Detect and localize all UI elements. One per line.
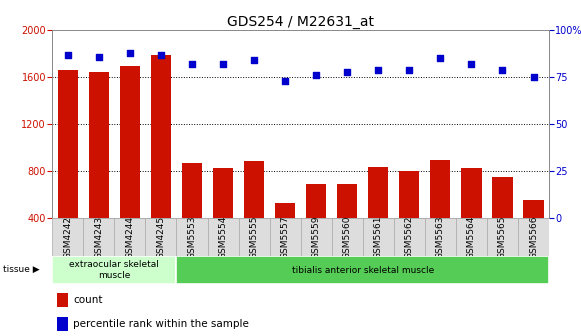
- Bar: [58, 293, 68, 307]
- Text: GSM5563: GSM5563: [436, 216, 445, 259]
- Point: [281, 78, 290, 84]
- Bar: [58, 70, 78, 265]
- Text: GSM5560: GSM5560: [343, 216, 352, 259]
- Point: [125, 50, 135, 55]
- Point: [498, 67, 507, 73]
- FancyBboxPatch shape: [518, 218, 549, 257]
- Bar: [58, 317, 68, 331]
- Bar: [275, 203, 295, 265]
- Bar: [213, 168, 233, 265]
- Text: GSM5561: GSM5561: [374, 216, 383, 259]
- Point: [311, 73, 321, 78]
- Text: GSM5553: GSM5553: [188, 216, 196, 259]
- Bar: [151, 55, 171, 265]
- Point: [343, 69, 352, 74]
- Text: GSM5565: GSM5565: [498, 216, 507, 259]
- Text: count: count: [73, 295, 103, 305]
- FancyBboxPatch shape: [301, 218, 332, 257]
- Point: [529, 75, 538, 80]
- Text: GSM4244: GSM4244: [125, 216, 134, 259]
- Point: [218, 61, 228, 67]
- Text: GSM5555: GSM5555: [250, 216, 259, 259]
- Bar: [431, 160, 450, 265]
- FancyBboxPatch shape: [239, 218, 270, 257]
- FancyBboxPatch shape: [52, 256, 177, 284]
- Title: GDS254 / M22631_at: GDS254 / M22631_at: [227, 15, 374, 29]
- Text: GSM5562: GSM5562: [405, 216, 414, 259]
- FancyBboxPatch shape: [177, 256, 549, 284]
- Text: GSM5559: GSM5559: [311, 216, 321, 259]
- Text: GSM5557: GSM5557: [281, 216, 290, 259]
- FancyBboxPatch shape: [114, 218, 145, 257]
- Text: extraocular skeletal
muscle: extraocular skeletal muscle: [70, 260, 159, 280]
- Text: GSM5554: GSM5554: [218, 216, 228, 259]
- Text: GSM4242: GSM4242: [63, 216, 72, 259]
- Bar: [523, 200, 544, 265]
- Bar: [182, 163, 202, 265]
- FancyBboxPatch shape: [177, 218, 207, 257]
- Text: GSM5566: GSM5566: [529, 216, 538, 259]
- Bar: [461, 168, 482, 265]
- Text: tissue ▶: tissue ▶: [3, 265, 40, 274]
- Point: [405, 67, 414, 73]
- Point: [436, 56, 445, 61]
- FancyBboxPatch shape: [332, 218, 363, 257]
- Point: [63, 52, 73, 57]
- FancyBboxPatch shape: [394, 218, 425, 257]
- Text: GSM4245: GSM4245: [156, 216, 166, 259]
- Text: percentile rank within the sample: percentile rank within the sample: [73, 319, 249, 329]
- Text: GSM5564: GSM5564: [467, 216, 476, 259]
- Bar: [399, 171, 419, 265]
- Point: [94, 54, 103, 59]
- FancyBboxPatch shape: [363, 218, 394, 257]
- Point: [249, 58, 259, 63]
- FancyBboxPatch shape: [487, 218, 518, 257]
- Bar: [89, 72, 109, 265]
- Bar: [492, 177, 512, 265]
- Bar: [306, 184, 327, 265]
- Text: tibialis anterior skeletal muscle: tibialis anterior skeletal muscle: [292, 266, 434, 275]
- FancyBboxPatch shape: [270, 218, 301, 257]
- Bar: [120, 66, 140, 265]
- FancyBboxPatch shape: [145, 218, 177, 257]
- FancyBboxPatch shape: [207, 218, 239, 257]
- Point: [187, 61, 196, 67]
- Bar: [368, 167, 388, 265]
- FancyBboxPatch shape: [425, 218, 456, 257]
- Text: GSM4243: GSM4243: [94, 216, 103, 259]
- FancyBboxPatch shape: [83, 218, 114, 257]
- Point: [374, 67, 383, 73]
- FancyBboxPatch shape: [52, 218, 83, 257]
- Point: [156, 52, 166, 57]
- Bar: [337, 184, 357, 265]
- Bar: [244, 161, 264, 265]
- FancyBboxPatch shape: [456, 218, 487, 257]
- Point: [467, 61, 476, 67]
